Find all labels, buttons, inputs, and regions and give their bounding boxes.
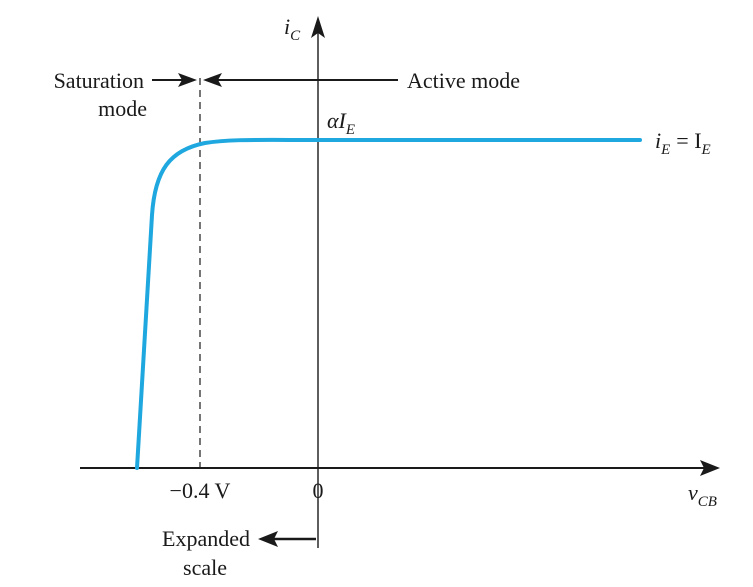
curve-label-i-sub: E [660, 142, 670, 158]
saturation-label-line1: Saturation [54, 68, 144, 93]
alpha-ie-label: αIE [327, 108, 355, 138]
tick-label-neg-0-4v: −0.4 V [170, 478, 231, 503]
curve-label: iE = IE [655, 128, 711, 158]
x-axis-sub: CB [698, 494, 717, 510]
y-axis-label: iC [284, 14, 301, 44]
x-axis-main: v [688, 480, 698, 505]
y-axis-arrow-icon [311, 16, 325, 38]
x-axis-label: vCB [688, 480, 717, 510]
expanded-scale-label-line1: Expanded [162, 526, 250, 551]
alpha-ie-main: αI [327, 108, 348, 133]
x-axis-arrow-icon [700, 460, 720, 476]
alpha-ie-sub: E [345, 122, 355, 138]
saturation-arrow-head-icon [178, 73, 197, 87]
tick-label-zero: 0 [313, 478, 324, 503]
ic-curve [135, 137, 642, 470]
saturation-label-line2: mode [98, 96, 147, 121]
expanded-scale-arrow-head-icon [258, 531, 278, 547]
curve-label-eq: = I [676, 128, 701, 153]
curve-label-i: i [655, 128, 661, 153]
curve-label-I-sub: E [701, 142, 711, 158]
expanded-scale-label-line2: scale [183, 555, 227, 580]
y-axis-sub: C [290, 28, 301, 44]
y-axis-main: i [284, 14, 290, 39]
active-mode-label: Active mode [407, 68, 520, 93]
active-mode-arrow-head-icon [203, 73, 222, 87]
